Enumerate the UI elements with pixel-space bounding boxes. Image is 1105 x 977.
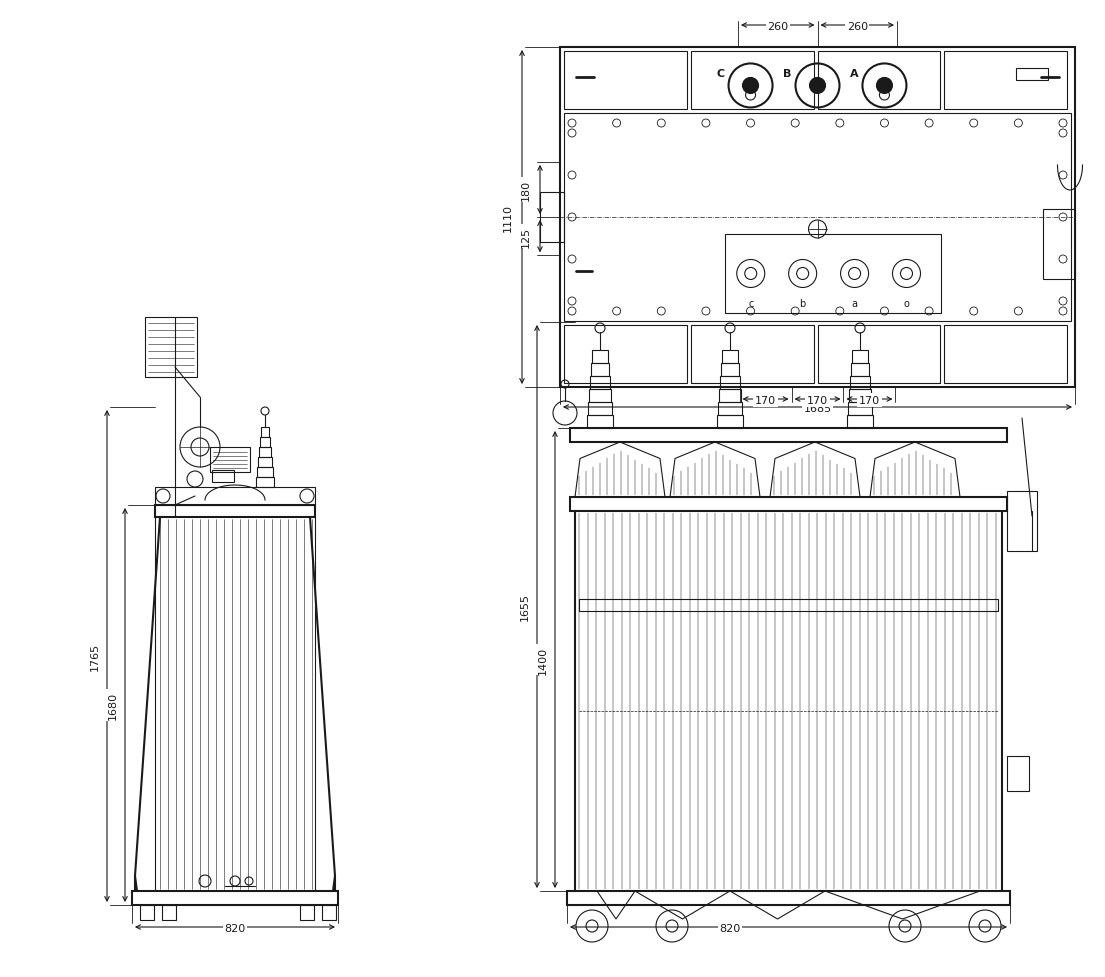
Circle shape: [743, 78, 758, 95]
Bar: [131, 891, 338, 905]
Bar: [564, 52, 686, 109]
Bar: [570, 429, 1007, 443]
Bar: [299, 905, 314, 920]
Text: 1685: 1685: [803, 404, 832, 413]
Bar: [818, 325, 940, 384]
Bar: [564, 325, 686, 384]
Bar: [579, 599, 998, 612]
Bar: [256, 478, 274, 488]
Bar: [720, 363, 739, 376]
Bar: [261, 428, 269, 438]
Bar: [591, 363, 609, 376]
Bar: [322, 905, 336, 920]
Text: 1655: 1655: [520, 593, 530, 620]
Bar: [851, 363, 869, 376]
Bar: [725, 234, 941, 314]
Text: 180: 180: [520, 180, 532, 201]
Bar: [257, 457, 272, 468]
Bar: [588, 403, 612, 415]
Text: o: o: [904, 299, 909, 309]
Text: 170: 170: [859, 396, 880, 405]
Bar: [592, 351, 608, 363]
Bar: [848, 415, 873, 429]
Bar: [945, 52, 1067, 109]
Bar: [567, 891, 1010, 905]
Text: 1110: 1110: [503, 204, 513, 232]
Text: b: b: [800, 299, 806, 309]
Bar: [570, 497, 1007, 512]
Bar: [155, 488, 315, 505]
Bar: [1007, 491, 1036, 551]
Text: B: B: [783, 69, 791, 79]
Bar: [691, 325, 813, 384]
Bar: [849, 390, 871, 403]
Bar: [717, 415, 743, 429]
Bar: [1015, 69, 1048, 81]
Bar: [718, 403, 741, 415]
Bar: [818, 52, 940, 109]
Text: c: c: [748, 299, 754, 309]
Bar: [945, 325, 1067, 384]
Text: 260: 260: [846, 21, 867, 32]
Bar: [145, 318, 197, 378]
Bar: [560, 48, 1075, 388]
Bar: [719, 390, 741, 403]
Bar: [162, 905, 176, 920]
Bar: [140, 905, 154, 920]
Text: 260: 260: [767, 21, 788, 32]
Bar: [722, 351, 738, 363]
Bar: [852, 351, 869, 363]
Text: a: a: [852, 299, 857, 309]
Bar: [1007, 756, 1029, 791]
Text: 820: 820: [719, 923, 740, 933]
Text: 1400: 1400: [538, 646, 548, 674]
Bar: [257, 468, 273, 478]
Circle shape: [810, 78, 825, 95]
Text: 1680: 1680: [108, 692, 118, 719]
Bar: [259, 447, 271, 457]
Bar: [850, 376, 870, 390]
Bar: [564, 114, 1071, 321]
Bar: [212, 471, 234, 483]
Text: 170: 170: [807, 396, 828, 405]
Bar: [589, 390, 611, 403]
Text: 170: 170: [755, 396, 776, 405]
Bar: [590, 376, 610, 390]
Bar: [587, 415, 613, 429]
Bar: [210, 447, 250, 473]
Bar: [848, 403, 872, 415]
Text: A: A: [850, 69, 859, 79]
Text: C: C: [716, 69, 725, 79]
Bar: [691, 52, 813, 109]
Bar: [540, 192, 564, 242]
Circle shape: [876, 78, 893, 95]
Text: 820: 820: [224, 923, 245, 933]
Bar: [720, 376, 740, 390]
Bar: [1043, 210, 1075, 280]
Bar: [155, 505, 315, 518]
Bar: [260, 438, 270, 447]
Text: 125: 125: [520, 227, 532, 247]
Text: 1765: 1765: [90, 642, 99, 670]
